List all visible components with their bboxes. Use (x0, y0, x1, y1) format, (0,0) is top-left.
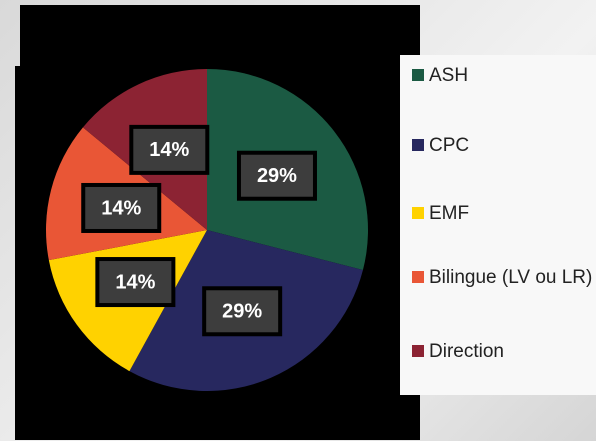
legend-swatch (412, 271, 424, 283)
legend-swatch (412, 69, 424, 81)
legend-swatch (412, 139, 424, 151)
data-label-box (129, 124, 210, 175)
data-label: 29% (222, 301, 262, 323)
data-label: 29% (257, 165, 297, 187)
legend-swatch (412, 207, 424, 219)
legend: ASH CPC EMF Bilingue (LV ou LR) Direction (400, 55, 596, 395)
data-label-box (236, 150, 317, 201)
legend-item: Bilingue (LV ou LR) (412, 267, 596, 289)
legend-label: ASH (429, 65, 469, 86)
legend-label: CPC (429, 135, 470, 156)
legend-item: EMF (412, 203, 596, 225)
legend-item: Direction (412, 341, 596, 363)
data-label-box (95, 257, 176, 308)
legend-label: Direction (429, 341, 504, 362)
legend-label: EMF (429, 203, 470, 224)
legend-label: Bilingue (LV ou LR) (429, 267, 593, 288)
data-label: 14% (101, 197, 141, 219)
data-label: 14% (115, 271, 155, 293)
data-label: 14% (149, 139, 189, 161)
plot-background (20, 5, 420, 71)
data-label-box (81, 182, 162, 233)
data-label-box (202, 286, 283, 337)
legend-item: ASH (412, 65, 596, 87)
legend-item: CPC (412, 135, 596, 157)
legend-swatch (412, 345, 424, 357)
